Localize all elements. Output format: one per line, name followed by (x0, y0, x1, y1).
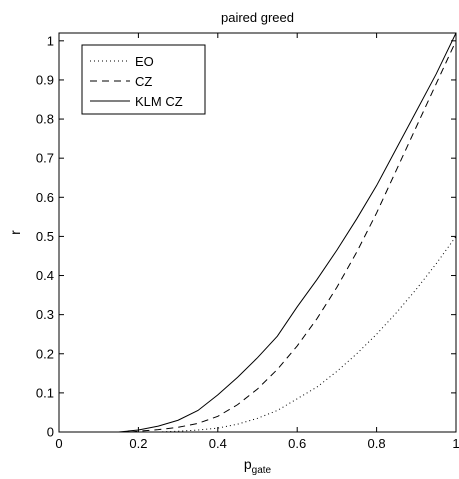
plot-frame (58, 32, 457, 433)
x-axis-label-subscript: gate (252, 465, 272, 476)
x-axis-label: pgate (244, 456, 272, 476)
chart-title: paired greed (221, 10, 294, 25)
series-line-klm-cz (118, 32, 457, 433)
y-tick-label: 0.5 (36, 229, 54, 244)
y-tick-label: 0.2 (36, 346, 54, 361)
x-axis: 0 0.2 0.4 0.6 0.8 1 (55, 33, 459, 451)
series-line-cz (130, 40, 457, 433)
x-tick-label: 0 (55, 436, 62, 451)
series-lines (118, 32, 457, 433)
y-tick-label: 0.3 (36, 307, 54, 322)
y-axis: 0 0.1 0.2 0.3 0.4 0.5 0.6 0.7 0.8 0.9 1 (36, 33, 456, 440)
y-axis-label: r (7, 230, 23, 235)
y-tick-label: 0.8 (36, 112, 54, 127)
x-axis-label-main: p (244, 456, 252, 472)
x-tick-label: 1 (452, 436, 459, 451)
legend-label: KLM CZ (135, 94, 183, 109)
y-tick-label: 0 (47, 425, 54, 440)
legend: EO CZ KLM CZ (81, 44, 206, 115)
x-tick-label: 0.4 (209, 436, 227, 451)
legend-label: EO (135, 54, 154, 69)
plot-area (58, 32, 457, 433)
x-tick-label: 0.8 (368, 436, 386, 451)
y-tick-label: 0.9 (36, 72, 54, 87)
legend-box (81, 44, 206, 115)
y-tick-label: 0.1 (36, 385, 54, 400)
y-tick-label: 0.7 (36, 151, 54, 166)
y-tick-label: 1 (47, 33, 54, 48)
y-tick-label: 0.6 (36, 190, 54, 205)
y-tick-label: 0.4 (36, 268, 54, 283)
x-tick-label: 0.2 (129, 436, 147, 451)
legend-label: CZ (135, 74, 152, 89)
series-line-eo (158, 236, 457, 433)
x-tick-label: 0.6 (288, 436, 306, 451)
